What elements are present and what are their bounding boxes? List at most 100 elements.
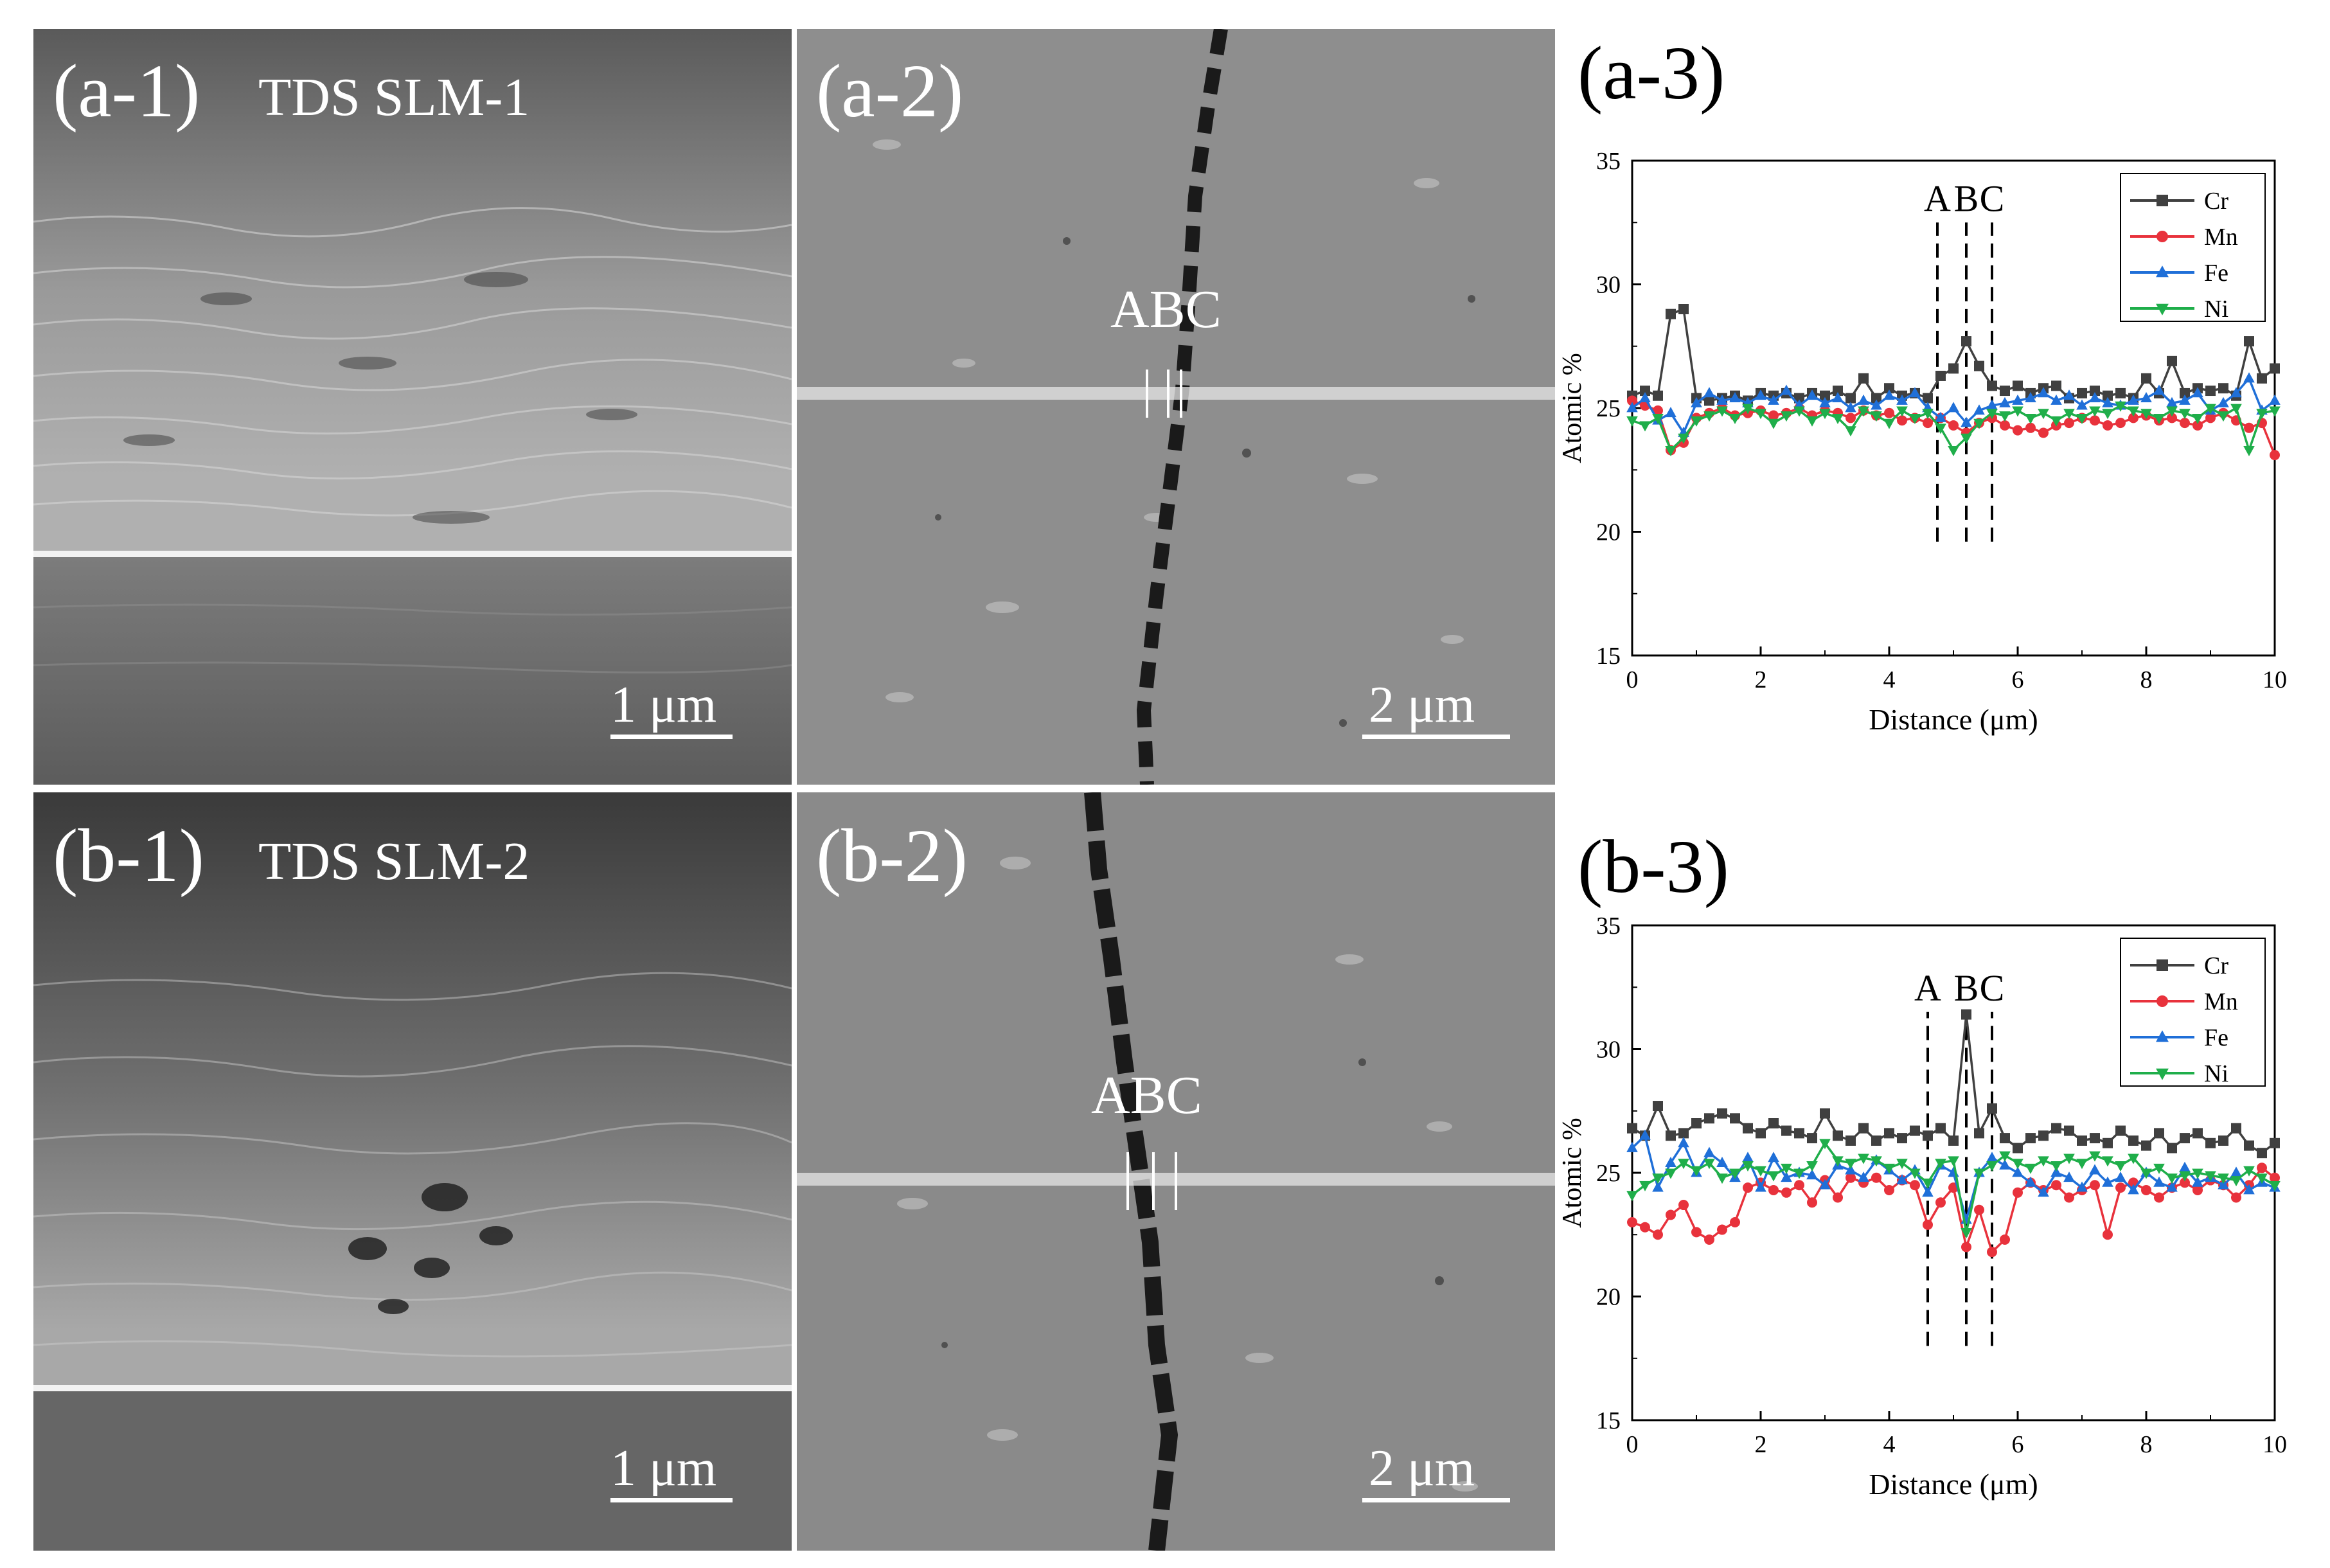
b3-point-fe	[2038, 1186, 2049, 1197]
a3-point-fe	[1845, 402, 1856, 413]
panel-label-b1: (b-1)	[53, 814, 204, 898]
a3-point-fe	[1986, 399, 1998, 410]
b3-point-ni	[1742, 1161, 1754, 1172]
b3-point-cr	[1961, 1009, 1971, 1020]
b3-point-cr	[2154, 1128, 2164, 1139]
a3-point-ni	[2192, 414, 2203, 424]
a3-point-fe	[2063, 389, 2075, 400]
a3-point-ni	[1716, 406, 1728, 417]
b3-point-fe	[2166, 1181, 2178, 1192]
b3-point-mn	[2090, 1180, 2100, 1191]
a3-point-fe	[1626, 402, 1638, 413]
a3-annotation-label: A	[1924, 177, 1951, 219]
b3-point-fe	[2050, 1166, 2062, 1177]
a3-point-cr	[1974, 361, 1984, 371]
b3-point-ni	[1961, 1228, 1972, 1238]
panel-label-a2: (a-2)	[816, 49, 964, 133]
a3-point-ni	[1755, 409, 1766, 420]
a3-point-fe	[1716, 394, 1728, 405]
b3-ytick-label: 20	[1596, 1284, 1621, 1311]
b3-xtick-label: 2	[1755, 1431, 1767, 1458]
a3-point-cr	[2077, 388, 2087, 398]
a3-point-cr	[1833, 386, 1843, 396]
b3-point-cr	[1768, 1118, 1779, 1128]
b3-annotation-label: C	[1980, 967, 2005, 1009]
b3-point-cr	[1743, 1123, 1753, 1134]
b3-point-cr	[2180, 1133, 2190, 1144]
b3-point-mn	[2051, 1180, 2061, 1191]
b3-point-cr	[2077, 1135, 2087, 1146]
a3-point-fe	[2128, 394, 2139, 405]
b3-point-ni	[1626, 1191, 1638, 1202]
b3-point-cr	[2115, 1125, 2126, 1136]
a3-point-ni	[2269, 406, 2281, 417]
panel-label-b2: (b-2)	[816, 814, 968, 898]
a3-point-mn	[2103, 420, 2113, 431]
a3-point-mn	[1768, 410, 1779, 421]
b3-point-cr	[2231, 1123, 2241, 1134]
b3-point-cr	[1884, 1128, 1894, 1139]
a3-point-fe	[2050, 394, 2062, 405]
b3-point-ni	[1768, 1171, 1779, 1182]
b3-legend-marker	[2157, 995, 2168, 1007]
b3-point-cr	[1678, 1128, 1689, 1139]
sem-image-b2: (b-2) ABC 2 μm	[797, 792, 1555, 1551]
b3-point-cr	[2064, 1125, 2074, 1136]
b3-point-fe	[1768, 1152, 1779, 1163]
a3-legend-label: Ni	[2204, 296, 2228, 323]
b3-point-cr	[2000, 1133, 2010, 1144]
scale-label-b2: 2 μm	[1369, 1440, 1475, 1497]
a3-point-cr	[1794, 393, 1804, 404]
b3-point-ni	[1678, 1159, 1689, 1170]
b3-point-mn	[1974, 1204, 1984, 1215]
a3-point-fe	[2153, 384, 2165, 395]
a3-point-ni	[2102, 409, 2113, 420]
chart-a3-svg: 0 2 4 6 8 10 15 20 25 30 35 Distance (μm) Atomic % A B…	[1558, 148, 2287, 736]
b3-point-cr	[2244, 1140, 2254, 1151]
b3-point-mn	[1730, 1217, 1740, 1227]
sem-texture-a2	[797, 29, 1555, 785]
a3-point-cr	[1653, 390, 1663, 401]
a3-point-mn	[2180, 418, 2190, 429]
a3-point-fe	[1768, 394, 1779, 405]
a3-point-fe	[2179, 394, 2191, 405]
b3-point-ni	[2115, 1161, 2126, 1172]
a3-point-fe	[1806, 389, 1818, 400]
b3-series-ni	[1626, 1139, 2281, 1238]
a3-point-fe	[1961, 416, 1972, 427]
scale-bar-b1	[610, 1498, 733, 1502]
chart-a3: 0 2 4 6 8 10 15 20 25 30 35 Distance (μm) Atomic % A B…	[1542, 141, 2330, 784]
b3-point-fe	[1781, 1172, 1792, 1182]
b3-annotation-label: B	[1954, 967, 1979, 1009]
a3-point-fe	[1948, 402, 1959, 413]
b3-ytick-label: 25	[1596, 1160, 1621, 1187]
a3-point-cr	[2257, 373, 2267, 384]
a3-point-ni	[2205, 404, 2216, 414]
a3-point-ni	[1871, 411, 1882, 422]
a3-xtick-label: 4	[1883, 666, 1896, 693]
scale-label-b1: 1 μm	[610, 1440, 717, 1497]
b3-point-fe	[1806, 1169, 1818, 1180]
a3-point-ni	[1626, 416, 1638, 427]
a3-xtick-label: 6	[2012, 666, 2024, 693]
a3-point-cr	[2051, 380, 2061, 391]
b3-ytick-label: 30	[1596, 1037, 1621, 1064]
b3-point-ni	[1729, 1168, 1741, 1179]
a3-point-fe	[2243, 372, 2255, 383]
sem-texture-b2	[797, 792, 1555, 1551]
a3-legend-marker	[2157, 195, 2168, 206]
a3-point-ni	[1819, 409, 1831, 420]
b3-series-line-fe	[1631, 1133, 2275, 1224]
a3-point-cr	[1640, 386, 1650, 396]
a3-point-cr	[1666, 308, 1676, 319]
b3-legend-marker	[2156, 1030, 2169, 1042]
a3-series-cr	[1627, 304, 2280, 406]
b3-point-ni	[2089, 1151, 2101, 1162]
b3-point-mn	[1871, 1172, 1881, 1183]
a3-legend-box	[2120, 173, 2266, 322]
b3-point-cr	[2257, 1148, 2267, 1159]
b3-point-ni	[1909, 1168, 1921, 1179]
a3-point-fe	[1781, 384, 1792, 395]
b3-legend-label: Fe	[2204, 1024, 2228, 1051]
a3-point-fe	[1703, 387, 1715, 398]
